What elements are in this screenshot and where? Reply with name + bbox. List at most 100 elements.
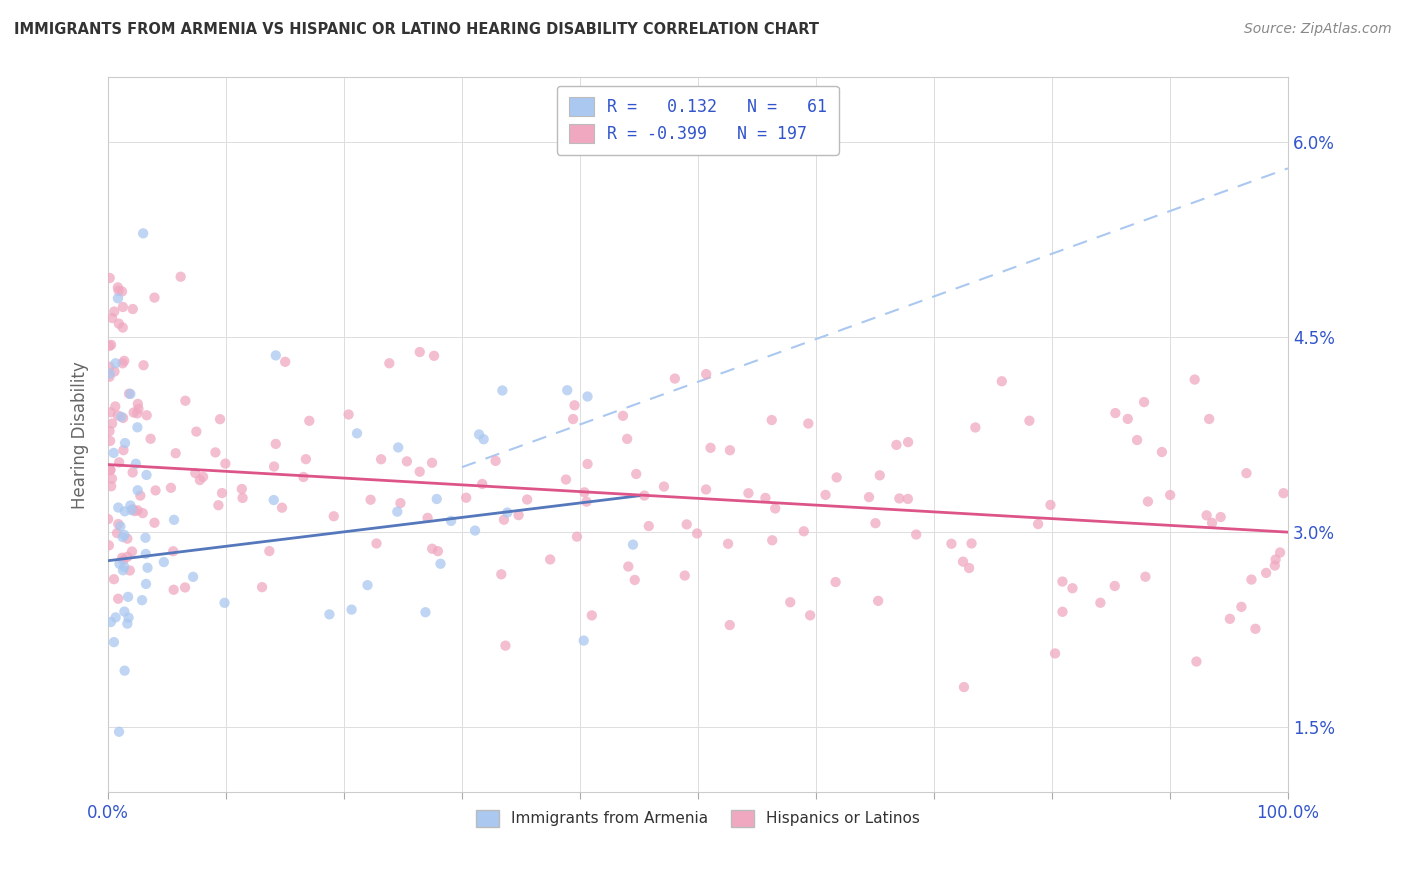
Point xyxy=(612,409,634,423)
Point xyxy=(98,463,121,477)
Point xyxy=(825,470,848,484)
Point xyxy=(1256,566,1278,580)
Point xyxy=(259,544,281,558)
Point xyxy=(209,412,232,426)
Point xyxy=(370,452,392,467)
Point xyxy=(905,527,928,541)
Point xyxy=(110,519,132,533)
Point xyxy=(114,504,136,518)
Point xyxy=(652,479,675,493)
Point xyxy=(121,301,143,316)
Point xyxy=(127,406,149,420)
Point xyxy=(1104,579,1126,593)
Point xyxy=(264,437,287,451)
Point xyxy=(174,581,197,595)
Point xyxy=(103,572,125,586)
Point xyxy=(366,536,388,550)
Point xyxy=(378,356,401,370)
Point xyxy=(1135,570,1157,584)
Point xyxy=(120,387,142,401)
Point xyxy=(718,618,741,632)
Point xyxy=(153,555,176,569)
Point xyxy=(135,409,157,423)
Point xyxy=(104,356,127,370)
Point xyxy=(346,426,368,441)
Point xyxy=(121,502,143,516)
Point xyxy=(107,516,129,531)
Point xyxy=(952,555,974,569)
Point xyxy=(426,491,449,506)
Point xyxy=(117,590,139,604)
Point xyxy=(576,457,599,471)
Point xyxy=(799,608,821,623)
Point xyxy=(135,547,157,561)
Point xyxy=(191,470,214,484)
Point xyxy=(122,405,145,419)
Point xyxy=(1236,466,1258,480)
Point xyxy=(409,465,432,479)
Point xyxy=(112,411,135,425)
Point xyxy=(387,441,409,455)
Point xyxy=(117,532,139,546)
Point xyxy=(389,496,412,510)
Point xyxy=(169,269,191,284)
Point xyxy=(136,560,159,574)
Point xyxy=(214,596,236,610)
Point xyxy=(131,593,153,607)
Point xyxy=(134,531,156,545)
Point xyxy=(1209,510,1232,524)
Point xyxy=(717,537,740,551)
Point xyxy=(555,383,578,397)
Point xyxy=(165,446,187,460)
Point xyxy=(423,349,446,363)
Point xyxy=(1230,599,1253,614)
Point xyxy=(211,486,233,500)
Point xyxy=(114,436,136,450)
Point xyxy=(318,607,340,622)
Y-axis label: Hearing Disability: Hearing Disability xyxy=(72,361,89,508)
Point xyxy=(626,467,648,481)
Point xyxy=(699,441,721,455)
Point xyxy=(143,516,166,530)
Point xyxy=(686,526,709,541)
Point xyxy=(1043,647,1066,661)
Point xyxy=(865,516,887,531)
Point xyxy=(572,633,595,648)
Point xyxy=(112,605,135,619)
Point xyxy=(100,615,122,629)
Point xyxy=(1150,445,1173,459)
Point xyxy=(472,432,495,446)
Point xyxy=(125,457,148,471)
Point xyxy=(793,524,815,539)
Point xyxy=(360,492,382,507)
Point xyxy=(162,544,184,558)
Point xyxy=(1264,552,1286,566)
Point xyxy=(111,530,134,544)
Point xyxy=(491,384,513,398)
Point xyxy=(1195,508,1218,523)
Text: Source: ZipAtlas.com: Source: ZipAtlas.com xyxy=(1244,22,1392,37)
Point xyxy=(508,508,530,522)
Point xyxy=(395,454,418,468)
Text: IMMIGRANTS FROM ARMENIA VS HISPANIC OR LATINO HEARING DISABILITY CORRELATION CHA: IMMIGRANTS FROM ARMENIA VS HISPANIC OR L… xyxy=(14,22,820,37)
Point xyxy=(1219,612,1241,626)
Point xyxy=(616,432,638,446)
Point xyxy=(440,514,463,528)
Point xyxy=(112,528,135,542)
Point xyxy=(111,550,134,565)
Point xyxy=(98,424,121,438)
Point xyxy=(464,524,486,538)
Point xyxy=(623,573,645,587)
Point xyxy=(160,481,183,495)
Point xyxy=(214,457,236,471)
Point xyxy=(957,561,980,575)
Point xyxy=(264,348,287,362)
Point xyxy=(135,577,157,591)
Point xyxy=(471,477,494,491)
Point xyxy=(516,492,538,507)
Point xyxy=(108,317,131,331)
Point xyxy=(127,503,149,517)
Point xyxy=(127,401,149,416)
Point xyxy=(117,549,139,564)
Point xyxy=(941,537,963,551)
